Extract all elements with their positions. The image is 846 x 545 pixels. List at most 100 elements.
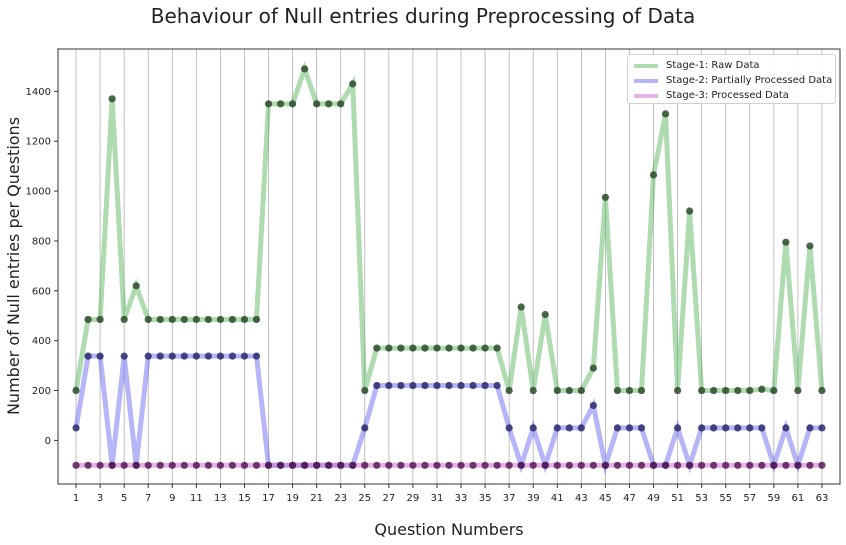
- point-stage-1-q35: [481, 344, 489, 352]
- point-stage-1-q59: [770, 386, 778, 395]
- y-axis-label: Number of Null entries per Questions: [4, 117, 23, 415]
- point-stage-1-q48: [637, 386, 646, 395]
- point-stage-1-q34: [469, 344, 477, 352]
- point-stage-1-q63: [818, 386, 826, 395]
- x-tick-label-29: 29: [407, 493, 420, 504]
- point-stage-1-q37: [505, 386, 513, 395]
- point-stage-3-q53: [698, 461, 706, 469]
- x-tick-label-55: 55: [719, 493, 732, 504]
- x-tick-label-1: 1: [73, 493, 79, 504]
- point-stage-1-q13: [216, 315, 225, 324]
- point-stage-2-q30: [421, 381, 429, 390]
- legend-swatch-stage-3: [634, 93, 658, 98]
- point-stage-3-q11: [192, 461, 200, 469]
- point-stage-1-q29: [409, 344, 417, 352]
- point-stage-2-q56: [734, 424, 742, 432]
- point-stage-3-q50: [661, 461, 670, 469]
- point-stage-2-q35: [481, 381, 489, 390]
- point-stage-1-q7: [144, 315, 152, 324]
- legend-item-stage-1: Stage-1: Raw Data: [634, 58, 760, 73]
- point-stage-3-q9: [168, 461, 176, 469]
- point-stage-1-q4: [108, 95, 116, 103]
- legend-swatch-stage-1: [634, 63, 658, 68]
- point-stage-3-q27: [385, 461, 393, 469]
- x-tick-label-49: 49: [647, 493, 660, 504]
- point-stage-3-q48: [637, 461, 646, 469]
- point-stage-2-q14: [228, 352, 237, 360]
- point-stage-1-q16: [252, 315, 261, 324]
- point-stage-3-q63: [818, 461, 826, 469]
- point-stage-3-q38: [517, 461, 525, 469]
- point-stage-1-q17: [264, 100, 273, 108]
- y-tick-label-200: 200: [32, 386, 51, 397]
- x-tick-label-21: 21: [310, 493, 323, 504]
- x-tick-label-5: 5: [121, 493, 127, 504]
- y-tick-label-400: 400: [32, 336, 51, 347]
- y-tick-label-0: 0: [45, 436, 51, 447]
- point-stage-1-q28: [397, 344, 405, 352]
- x-axis-label: Question Numbers: [374, 520, 524, 539]
- point-stage-3-q59: [770, 461, 778, 469]
- point-stage-2-q63: [818, 424, 826, 432]
- point-stage-3-q10: [180, 461, 188, 469]
- legend-item-stage-2: Stage-2: Partially Processed Data: [634, 73, 832, 88]
- point-stage-1-q15: [240, 315, 249, 324]
- point-stage-2-q16: [252, 352, 261, 360]
- point-stage-1-q39: [529, 386, 537, 395]
- point-stage-1-q38: [517, 303, 525, 311]
- point-stage-3-q17: [264, 461, 273, 469]
- point-stage-1-q19: [289, 100, 297, 108]
- point-stage-3-q36: [493, 461, 501, 469]
- y-tick-label-1400: 1400: [26, 87, 51, 98]
- y-tick-label-800: 800: [32, 236, 51, 247]
- point-stage-2-q55: [722, 424, 730, 432]
- point-stage-3-q62: [806, 461, 814, 469]
- point-stage-2-q60: [782, 424, 790, 432]
- point-stage-3-q18: [276, 461, 285, 469]
- point-stage-2-q41: [553, 424, 561, 432]
- point-stage-3-q26: [373, 461, 381, 469]
- legend-item-stage-3: Stage-3: Processed Data: [634, 88, 789, 103]
- point-stage-1-q30: [421, 344, 429, 352]
- point-stage-2-q10: [180, 352, 188, 360]
- point-stage-1-q36: [493, 344, 501, 352]
- x-tick-label-7: 7: [145, 493, 151, 504]
- point-stage-1-q40: [541, 310, 549, 319]
- y-tick-label-1200: 1200: [26, 137, 51, 148]
- point-stage-2-q27: [385, 381, 393, 390]
- point-stage-2-q44: [589, 401, 597, 410]
- point-stage-3-q45: [601, 461, 610, 469]
- x-tick-label-27: 27: [382, 493, 395, 504]
- x-tick-label-57: 57: [743, 493, 756, 504]
- point-stage-1-q57: [746, 386, 754, 395]
- point-stage-3-q34: [469, 461, 477, 469]
- legend-swatch-stage-2: [634, 78, 658, 83]
- point-stage-2-q47: [625, 424, 634, 432]
- x-tick-label-37: 37: [503, 493, 516, 504]
- point-stage-1-q50: [661, 110, 670, 118]
- point-stage-1-q32: [445, 344, 453, 352]
- x-tick-label-61: 61: [792, 493, 805, 504]
- point-stage-3-q40: [541, 461, 549, 469]
- point-stage-3-q42: [565, 461, 573, 469]
- point-stage-3-q61: [794, 461, 802, 469]
- point-stage-1-q45: [601, 193, 610, 201]
- point-stage-3-q49: [649, 461, 658, 469]
- point-stage-2-q53: [698, 424, 706, 432]
- point-stage-2-q58: [758, 424, 766, 432]
- point-stage-3-q20: [301, 461, 309, 469]
- point-stage-1-q20: [301, 65, 309, 73]
- point-stage-3-q25: [361, 461, 369, 469]
- point-stage-3-q15: [240, 461, 249, 469]
- point-stage-2-q12: [204, 352, 212, 360]
- x-tick-label-33: 33: [455, 493, 468, 504]
- x-tick-label-19: 19: [286, 493, 299, 504]
- point-stage-3-q56: [734, 461, 742, 469]
- point-stage-3-q13: [216, 461, 225, 469]
- point-stage-1-q43: [577, 386, 585, 395]
- point-stage-1-q5: [120, 315, 128, 324]
- point-stage-2-q33: [457, 381, 465, 390]
- point-stage-1-q27: [385, 344, 393, 352]
- point-stage-1-q23: [337, 100, 345, 108]
